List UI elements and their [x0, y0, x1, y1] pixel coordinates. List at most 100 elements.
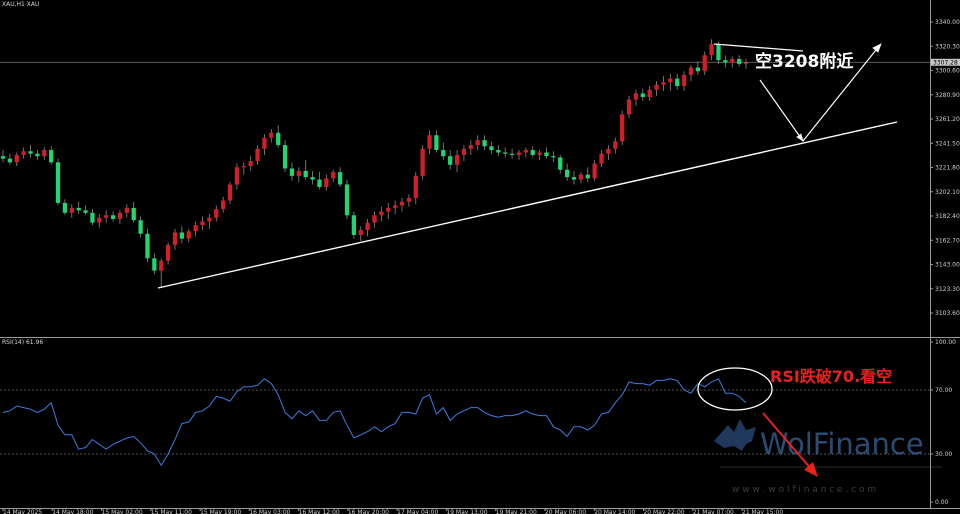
candle-bull: [427, 135, 432, 149]
time-tick-label: 16 May 03:00: [249, 509, 290, 514]
rsi-label: RSI(14) 61.96: [2, 339, 43, 346]
price-tick-label: 3340.00: [935, 19, 960, 26]
candle-bull: [234, 167, 240, 185]
candle-bull: [386, 207, 391, 212]
current-price-label: 3307.28: [933, 59, 958, 66]
candle-bull: [186, 231, 191, 239]
candle-bull: [406, 198, 412, 202]
price-tick-label: 3103.60: [935, 310, 960, 317]
candle-bear: [489, 146, 494, 151]
candle-bull: [248, 161, 253, 167]
candle-bull: [193, 225, 198, 232]
candle-bull: [709, 44, 714, 56]
candle-bear: [503, 152, 508, 154]
candle-bear: [55, 162, 61, 203]
candle-bull: [255, 148, 260, 162]
candle-bull: [365, 222, 370, 231]
time-axis: 14 May 2025 14 May 18:00 15 May 02:00 15 Ma…: [2, 508, 783, 514]
candle-bull: [537, 152, 542, 155]
candle-bull: [613, 141, 618, 149]
candle-bull: [654, 84, 659, 90]
wolf-logo-icon: [714, 419, 756, 451]
candle-bear: [76, 207, 81, 211]
time-tick-label: 19 May 13:00: [446, 509, 487, 514]
candle-bull: [200, 221, 205, 226]
candle-bull: [668, 78, 673, 83]
candle-bull: [578, 174, 584, 180]
candle-bull: [372, 215, 377, 223]
candle-bull: [606, 148, 611, 154]
candle-bear: [49, 150, 54, 163]
candle-bear: [179, 232, 185, 239]
candle-bull: [227, 184, 233, 201]
candle-bull: [165, 244, 171, 261]
ascending-trendline: [157, 121, 898, 289]
candle-bear: [482, 140, 487, 147]
rsi-line: [2, 378, 747, 467]
projection-up-arrow: [802, 44, 881, 142]
candle-bull: [626, 99, 632, 115]
candle-bear: [90, 212, 95, 223]
candle-bull: [633, 93, 639, 100]
candle-bull: [69, 207, 74, 213]
time-tick-label: 21 May 15:00: [742, 509, 783, 514]
rsi-tick-label: 0.00: [935, 499, 949, 506]
price-tick-label: 3202.10: [935, 189, 960, 196]
watermark-text: WolFinance: [760, 427, 924, 461]
candle-bear: [640, 93, 645, 98]
rsi-tick-label: 70.00: [935, 387, 952, 394]
candle-bear: [448, 156, 453, 165]
time-tick-label: 16 May 20:00: [348, 509, 389, 514]
candle-bull: [516, 152, 522, 155]
price-tick-label: 3300.60: [935, 68, 960, 75]
candle-bull: [331, 172, 336, 179]
candle-bull: [14, 154, 19, 163]
candle-bull: [358, 230, 363, 235]
candle-bull: [269, 132, 274, 138]
short-annotation-text: 空3208附近: [755, 51, 853, 72]
candle-bull: [413, 175, 418, 199]
candle-bull: [647, 89, 652, 98]
candle-bear: [276, 132, 281, 146]
candle-bull: [21, 151, 26, 155]
candle-bull: [97, 217, 102, 223]
candle-bull: [159, 260, 164, 271]
price-tick-label: 3261.20: [935, 116, 960, 123]
candle-bull: [117, 212, 123, 219]
rsi-axis: 100.00 70.00 30.00 0.00: [930, 339, 956, 506]
price-tick-label: 3162.70: [935, 237, 960, 244]
rsi-tick-label: 30.00: [935, 451, 952, 458]
candle-bear: [571, 177, 577, 180]
candle-bull: [124, 207, 129, 213]
candle-bull: [172, 232, 178, 245]
candle-bull: [743, 62, 749, 64]
candle-bear: [675, 78, 680, 87]
time-tick-label: 20 May 06:00: [545, 509, 586, 514]
candle-bull: [241, 166, 246, 168]
rsi-levels: [0, 389, 930, 455]
candle-bull: [661, 82, 666, 85]
projection-down-arrowhead: [796, 133, 804, 142]
candle-bull: [324, 178, 329, 187]
candle-bull: [461, 148, 467, 155]
rsi-tick-label: 100.00: [935, 339, 956, 346]
candle-bear: [716, 44, 721, 61]
candle-bear: [138, 220, 143, 234]
price-tick-label: 3221.80: [935, 165, 960, 172]
price-tick-label: 3123.30: [935, 286, 960, 293]
price-tick-label: 3280.90: [935, 92, 960, 99]
candle-bear: [310, 177, 315, 180]
candle-bear: [434, 135, 439, 151]
candle-bear: [62, 202, 68, 213]
candle-bear: [337, 172, 343, 185]
watermark-url: w w w . w o l f i n a n c e . c o m: [732, 485, 876, 495]
time-tick-label: 16 May 12:00: [299, 509, 340, 514]
candle-bull: [620, 114, 625, 142]
candle-bear: [83, 210, 88, 213]
candle-bull: [42, 150, 47, 157]
candle-bear: [509, 153, 515, 155]
time-tick-label: 15 May 02:00: [102, 509, 143, 514]
candle-bear: [35, 153, 40, 157]
